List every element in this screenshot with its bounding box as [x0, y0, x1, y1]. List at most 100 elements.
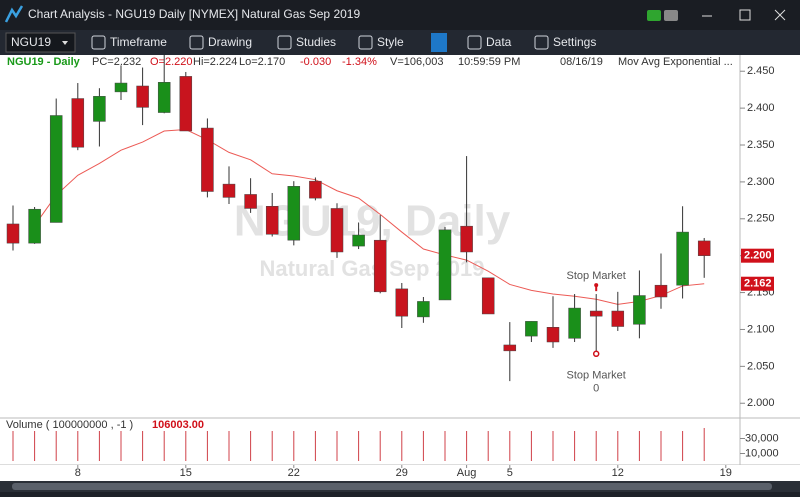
x-tick-label: 5	[507, 467, 513, 479]
dropdown-arrow	[62, 41, 68, 45]
candle-body	[114, 82, 128, 93]
tool-button[interactable]: Settings	[553, 35, 596, 49]
candle-body	[93, 96, 106, 122]
candle-body	[49, 115, 63, 223]
candle-body	[633, 295, 646, 325]
header-field: Lo=2.170	[239, 56, 285, 68]
candle-body	[265, 206, 279, 235]
candle-body	[6, 223, 20, 244]
candle-body	[201, 127, 214, 192]
x-tick-label: Aug	[457, 467, 477, 479]
candle-body	[157, 82, 171, 113]
candle-body	[654, 284, 668, 298]
header-field: O=2.220	[150, 56, 193, 68]
x-tick-label: 12	[612, 467, 624, 479]
price-label: 2.200	[744, 250, 772, 262]
tool-icon[interactable]	[189, 35, 204, 50]
y-tick-label: 2.350	[747, 139, 775, 151]
tool-icon[interactable]	[91, 35, 106, 50]
maximize-button[interactable]	[739, 9, 751, 21]
tool-icon[interactable]	[358, 35, 373, 50]
x-tick-label: 29	[396, 467, 408, 479]
header-field: 08/16/19	[560, 56, 603, 68]
volume-value: 106003.00	[152, 419, 204, 431]
header-field: -0.030	[300, 56, 331, 68]
candle-body	[28, 208, 41, 244]
candle-body	[417, 301, 430, 318]
x-tick-label: 22	[288, 467, 300, 479]
volume-title: Volume ( 100000000 , -1 )	[6, 419, 133, 431]
header-field: 10:59:59 PM	[458, 56, 520, 68]
chart-area	[0, 55, 800, 465]
candle-body	[676, 231, 689, 286]
link-icon[interactable]	[664, 10, 678, 21]
tool-button[interactable]: Studies	[296, 35, 336, 49]
y-tick-label: 2.050	[747, 360, 775, 372]
y-tick-label: 2.100	[747, 323, 775, 335]
symbol-box[interactable]	[5, 32, 76, 53]
tool-button[interactable]: Style	[377, 35, 404, 49]
x-tick-label: 19	[720, 467, 732, 479]
candle-body	[503, 344, 517, 352]
y-tick-label: 2.450	[747, 65, 775, 77]
window-title: Chart Analysis - NGU19 Daily [NYMEX] Nat…	[28, 7, 360, 21]
y-tick-label: 2.300	[747, 176, 775, 188]
candle-body	[438, 229, 452, 301]
header-field: NGU19 - Daily	[7, 56, 81, 68]
stop-marker-dot	[594, 283, 599, 288]
stop-marker	[592, 350, 600, 358]
volume-bars	[12, 428, 705, 461]
toolbar	[0, 30, 800, 55]
link-icon[interactable]	[647, 10, 661, 21]
candle-body	[697, 240, 711, 256]
order-label: Stop Market	[567, 270, 626, 282]
candle-body	[244, 194, 257, 209]
y-tick-label: 2.000	[747, 397, 775, 409]
candle-body	[373, 239, 387, 293]
layout-icon[interactable]	[431, 33, 447, 52]
price-label: 2.162	[744, 278, 772, 290]
header-field: -1.34%	[342, 56, 377, 68]
volume-tick-label: 30,000	[745, 432, 779, 444]
tool-icon[interactable]	[277, 35, 292, 50]
candle-body	[460, 225, 473, 253]
y-tick-label: 2.250	[747, 213, 775, 225]
x-tick-label: 8	[75, 467, 81, 479]
candle-body	[352, 234, 365, 247]
candle-body	[611, 310, 625, 327]
candle-body	[546, 327, 560, 343]
tool-button[interactable]: Drawing	[208, 35, 252, 49]
volume-tick-label: 10,000	[745, 447, 779, 459]
header-field: Hi=2.224	[193, 56, 237, 68]
order-label: Stop Market	[567, 370, 626, 382]
close-button[interactable]	[774, 9, 786, 21]
x-tick-label: 15	[180, 467, 192, 479]
app-icon	[4, 5, 24, 23]
order-quantity: 0	[593, 383, 599, 395]
tool-icon[interactable]	[467, 35, 482, 50]
scroll-thumb[interactable]	[12, 483, 772, 490]
price-label-box	[741, 248, 774, 263]
candle-body	[330, 208, 344, 253]
candle-body	[589, 310, 603, 317]
tool-button[interactable]: Timeframe	[110, 35, 167, 49]
candle-body	[395, 288, 409, 317]
candle-body	[222, 183, 236, 198]
y-tick-label: 2.400	[747, 102, 775, 114]
candle-body	[568, 307, 581, 339]
candle-body	[309, 180, 322, 199]
price-label-box	[741, 276, 774, 291]
candle-body	[136, 85, 149, 108]
candle-body	[525, 321, 538, 337]
candle-body	[179, 76, 193, 132]
candle-body	[71, 98, 85, 148]
tool-button[interactable]: Data	[486, 35, 512, 49]
symbol: NGU19	[11, 35, 51, 49]
moving-average	[34, 129, 705, 305]
time-axis	[0, 465, 800, 481]
tool-icon[interactable]	[534, 35, 549, 50]
candle-body	[481, 277, 495, 315]
header-field: PC=2.232	[92, 56, 141, 68]
header-field: V=106,003	[390, 56, 444, 68]
